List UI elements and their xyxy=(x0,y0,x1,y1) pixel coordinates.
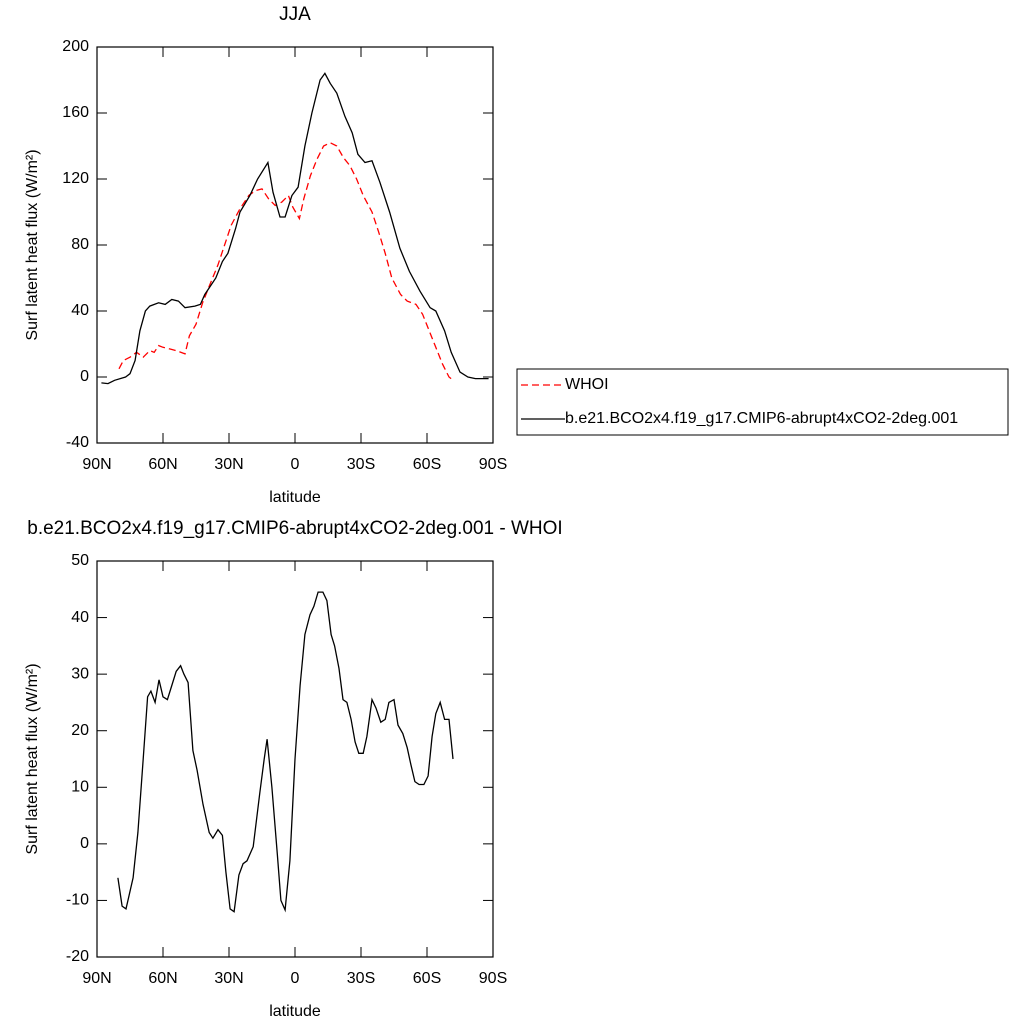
y-axis-label: Surf latent heat flux (W/m²) xyxy=(24,149,41,340)
x-tick-label: 60S xyxy=(413,456,441,473)
y-tick-label: 40 xyxy=(71,609,89,626)
legend-label: b.e21.BCO2x4.f19_g17.CMIP6-abrupt4xCO2-2… xyxy=(565,410,958,427)
x-tick-label: 90S xyxy=(479,970,507,987)
x-tick-label: 0 xyxy=(291,456,300,473)
y-tick-label: 200 xyxy=(62,38,89,55)
y-tick-label: 80 xyxy=(71,236,89,253)
y-axis-label: Surf latent heat flux (W/m²) xyxy=(24,663,41,854)
x-tick-label: 30S xyxy=(347,970,375,987)
y-tick-label: -40 xyxy=(66,434,89,451)
legend-label: WHOI xyxy=(565,376,609,393)
legend-box xyxy=(516,368,1009,436)
y-tick-label: 160 xyxy=(62,104,89,121)
x-tick-label: 30S xyxy=(347,456,375,473)
x-tick-label: 30N xyxy=(214,970,243,987)
y-tick-label: -10 xyxy=(66,892,89,909)
y-tick-label: 10 xyxy=(71,779,89,796)
plot-frame xyxy=(96,46,494,444)
x-tick-label: 90N xyxy=(82,970,111,987)
legend: WHOI b.e21.BCO2x4.f19_g17.CMIP6-abrupt4xC… xyxy=(516,368,1009,436)
x-axis-label: latitude xyxy=(269,489,321,506)
data-line xyxy=(101,72,489,385)
x-tick-label: 90S xyxy=(479,456,507,473)
x-axis-label: latitude xyxy=(269,1003,321,1020)
chart-title: JJA xyxy=(279,4,311,25)
y-tick-label: 0 xyxy=(80,835,89,852)
data-line xyxy=(117,591,454,913)
x-tick-label: 60N xyxy=(148,456,177,473)
x-tick-label: 30N xyxy=(214,456,243,473)
y-tick-label: 120 xyxy=(62,170,89,187)
x-tick-label: 60N xyxy=(148,970,177,987)
y-tick-label: 30 xyxy=(71,665,89,682)
y-tick-label: 20 xyxy=(71,722,89,739)
y-tick-label: 50 xyxy=(71,552,89,569)
data-line xyxy=(118,141,454,381)
y-tick-label: 0 xyxy=(80,368,89,385)
chart-title: b.e21.BCO2x4.f19_g17.CMIP6-abrupt4xCO2-2… xyxy=(27,518,562,539)
y-tick-label: -20 xyxy=(66,948,89,965)
x-tick-label: 0 xyxy=(291,970,300,987)
x-tick-label: 60S xyxy=(413,970,441,987)
x-tick-label: 90N xyxy=(82,456,111,473)
y-tick-label: 40 xyxy=(71,302,89,319)
